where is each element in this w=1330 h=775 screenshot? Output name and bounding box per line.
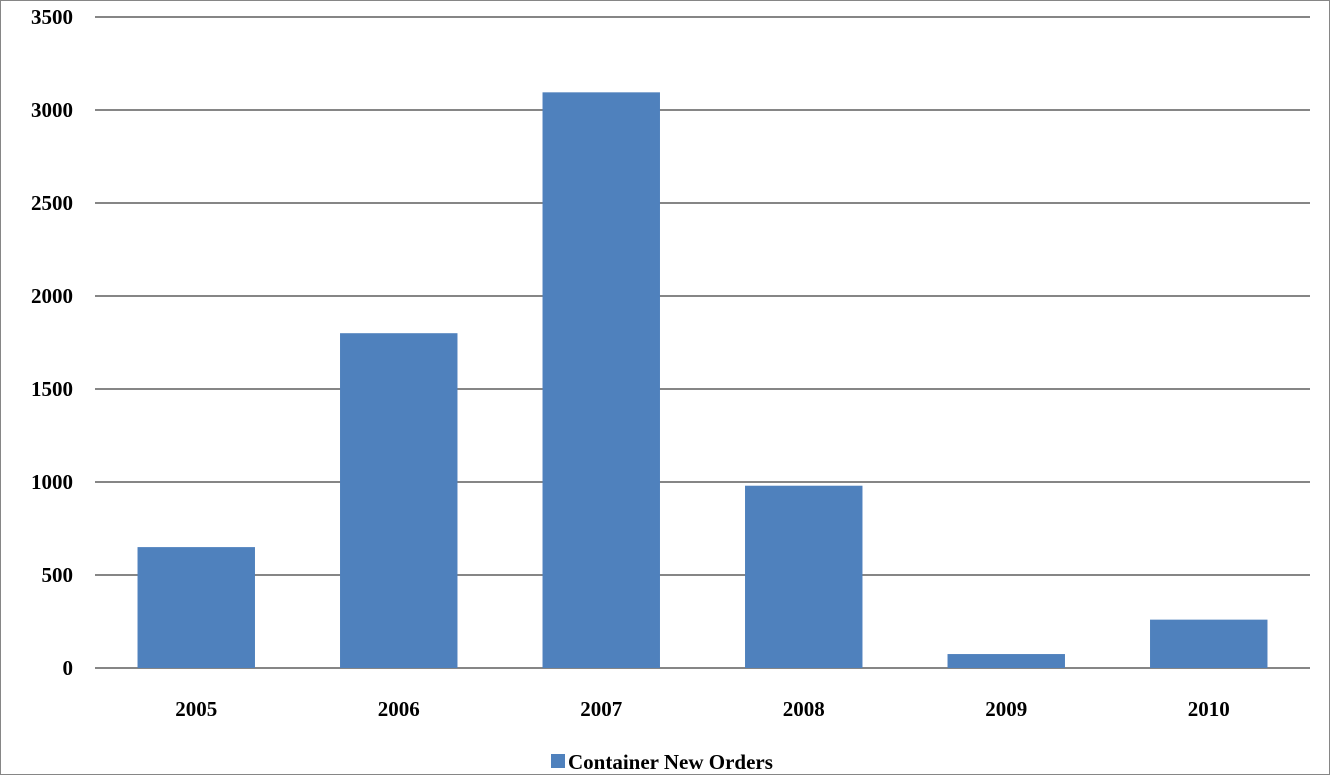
- bar: [137, 547, 255, 668]
- x-tick-label: 2009: [985, 697, 1027, 721]
- y-tick-label: 2000: [31, 284, 73, 308]
- legend-label: Container New Orders: [568, 750, 773, 774]
- y-tick-label: 0: [63, 656, 74, 680]
- bar: [745, 485, 863, 668]
- bar: [340, 333, 458, 668]
- y-tick-label: 3000: [31, 98, 73, 122]
- bars: [137, 92, 1268, 668]
- x-tick-label: 2010: [1188, 697, 1230, 721]
- x-tick-label: 2005: [175, 697, 217, 721]
- y-tick-label: 3500: [31, 5, 73, 29]
- y-tick-label: 1000: [31, 470, 73, 494]
- x-tick-label: 2007: [580, 697, 622, 721]
- gridlines: [95, 16, 1310, 669]
- y-tick-label: 2500: [31, 191, 73, 215]
- y-tick-label: 500: [42, 563, 74, 587]
- legend: Container New Orders: [551, 750, 773, 774]
- x-tick-label: 2008: [783, 697, 825, 721]
- y-tick-label: 1500: [31, 377, 73, 401]
- x-axis-ticks: 2005 2006 2007 2008 2009 2010: [175, 697, 1230, 721]
- bar: [542, 92, 660, 668]
- y-axis-ticks: 0 500 1000 1500 2000 2500 3000 3500: [31, 5, 73, 680]
- x-tick-label: 2006: [378, 697, 420, 721]
- bar: [1150, 619, 1268, 668]
- bar: [947, 654, 1065, 668]
- legend-swatch: [551, 754, 565, 768]
